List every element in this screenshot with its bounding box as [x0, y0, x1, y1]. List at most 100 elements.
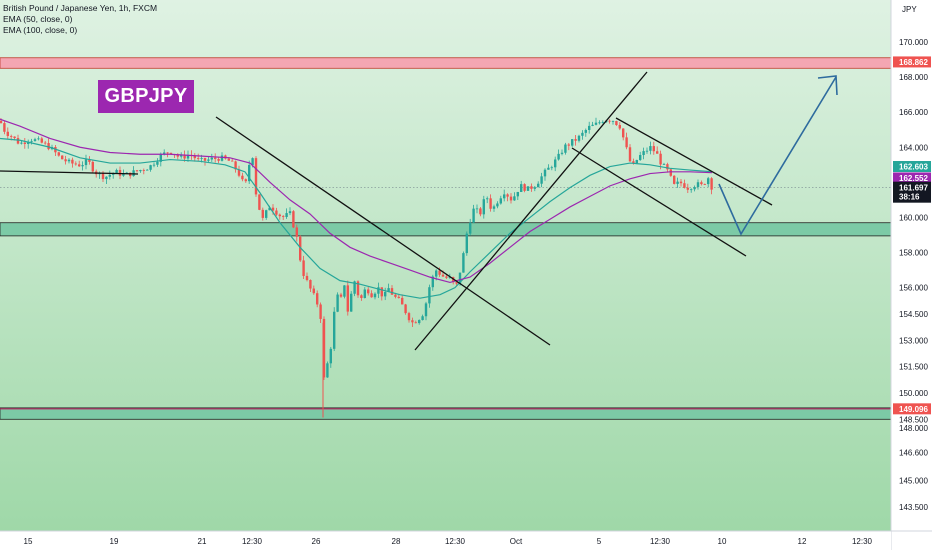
y-tick-label: 156.000 — [899, 284, 928, 293]
candle-body — [339, 294, 343, 297]
candle-body — [472, 208, 475, 223]
candle-body — [159, 154, 162, 162]
candle-body — [377, 287, 380, 294]
current-price-tag-background — [893, 181, 931, 203]
candle-body — [234, 161, 237, 170]
candle-body — [523, 184, 526, 191]
candle-body — [571, 139, 574, 146]
candle-body — [384, 291, 387, 297]
candle-body — [622, 128, 625, 138]
candle-body — [261, 209, 264, 218]
candle-body — [27, 141, 30, 144]
candle-body — [282, 216, 285, 217]
candle-body — [118, 169, 122, 176]
candle-body — [639, 155, 642, 161]
candle-body — [683, 183, 686, 188]
downtrend-line — [215, 116, 551, 346]
y-tick-label: 148.500 — [899, 415, 928, 424]
candle-countdown: 38:16 — [899, 193, 920, 202]
candle-body — [149, 165, 152, 170]
candle-body — [278, 214, 281, 217]
candle-body — [479, 208, 482, 215]
candle-body — [91, 161, 94, 172]
candle-body — [146, 169, 149, 171]
y-tick-label: 158.000 — [899, 249, 928, 258]
candle-body — [394, 294, 397, 297]
candle-body — [6, 131, 9, 137]
candle-body — [492, 206, 496, 209]
candle-body — [662, 164, 666, 165]
candle-body — [88, 159, 91, 162]
candle-body — [74, 163, 77, 165]
y-tick-label: 160.000 — [899, 213, 928, 222]
candle-body — [169, 152, 173, 155]
candle-body — [625, 137, 628, 148]
candle-body — [700, 182, 703, 185]
ema50-price-tag: 162.603 — [899, 163, 928, 172]
candle-body — [248, 164, 251, 182]
candle-body — [486, 198, 489, 200]
candle-body — [557, 153, 560, 160]
candle-body — [574, 139, 577, 141]
candle-body — [645, 150, 649, 152]
candle-body — [71, 159, 74, 164]
ema100-line — [0, 118, 713, 284]
candle-body — [237, 169, 241, 176]
candle-body — [469, 222, 472, 234]
candle-body — [669, 169, 672, 176]
candle-body — [214, 157, 217, 159]
candle-body — [380, 287, 383, 297]
candle-body — [251, 158, 254, 165]
candle-body — [37, 138, 40, 140]
y-tick-label: 164.000 — [899, 143, 928, 152]
candle-body — [652, 146, 655, 152]
x-tick-label: 10 — [718, 537, 727, 546]
candle-body — [462, 253, 465, 273]
candle-body — [455, 282, 458, 284]
candle-body — [197, 158, 200, 159]
candle-body — [475, 208, 479, 210]
candle-body — [3, 123, 6, 132]
candle-body — [122, 173, 125, 176]
candle-body — [594, 122, 598, 125]
candle-body — [690, 189, 693, 191]
candle-body — [336, 294, 339, 312]
candle-body — [693, 187, 696, 190]
candle-body — [200, 158, 203, 159]
candle-body — [207, 159, 210, 161]
candle-body — [16, 138, 20, 144]
candle-body — [543, 169, 547, 177]
ema100-legend: EMA (100, close, 0) — [3, 25, 78, 35]
candle-body — [615, 121, 618, 126]
y-tick-label: 154.500 — [899, 310, 928, 319]
y-tick-label: 143.500 — [899, 503, 928, 512]
ema50-line — [0, 137, 713, 299]
candle-body — [465, 233, 468, 254]
price-axis-background — [891, 0, 932, 550]
candle-body — [302, 260, 305, 276]
x-tick-label: 26 — [312, 537, 321, 546]
candle-body — [217, 158, 220, 161]
candle-body — [363, 289, 366, 298]
candle-body — [67, 159, 71, 162]
time-axis-background — [0, 531, 891, 550]
candle-body — [387, 288, 390, 292]
candle-body — [295, 227, 298, 237]
candle-body — [356, 281, 360, 296]
y-tick-label: 150.000 — [899, 389, 928, 398]
candle-body — [299, 236, 302, 261]
candle-body — [611, 121, 615, 122]
candle-body — [513, 196, 516, 201]
down-channel-lower-line — [571, 147, 747, 257]
candle-body — [163, 152, 166, 155]
candle-body — [401, 297, 404, 305]
candle-body — [241, 175, 244, 180]
candle-body — [193, 155, 196, 159]
candle-body — [288, 211, 292, 214]
candle-body — [686, 187, 689, 190]
candle-body — [520, 184, 523, 192]
candle-body — [414, 322, 417, 324]
candle-body — [448, 277, 451, 278]
candle-body — [601, 122, 604, 123]
